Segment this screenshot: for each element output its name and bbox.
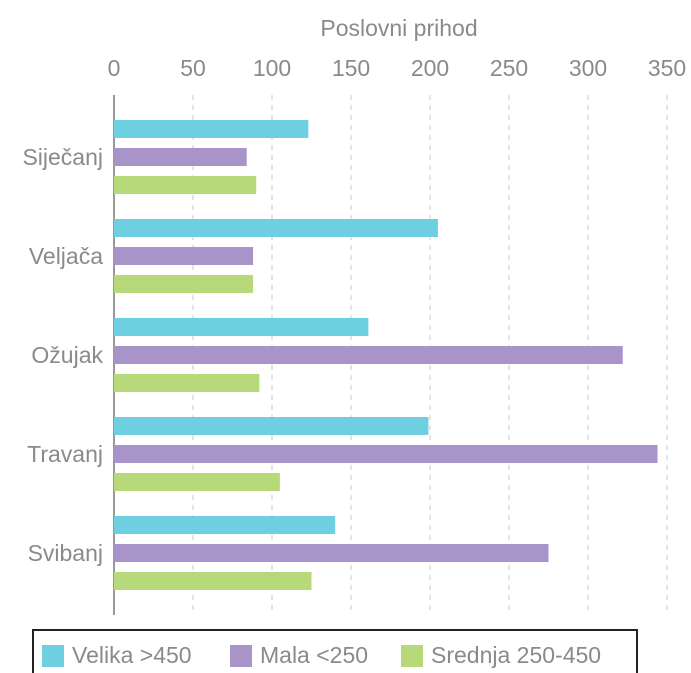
x-tick-label: 0 [108, 55, 121, 81]
x-tick-label: 350 [648, 55, 686, 81]
legend-label: Mala <250 [260, 642, 368, 668]
legend-swatch [401, 645, 423, 667]
x-tick-label: 100 [253, 55, 291, 81]
bar [114, 120, 309, 138]
bar [114, 374, 260, 392]
legend-label: Srednja 250-450 [431, 642, 601, 668]
x-tick-label: 250 [490, 55, 528, 81]
bar [114, 445, 658, 463]
bar [114, 346, 623, 364]
legend-swatch [230, 645, 252, 667]
axis-title: Poslovni prihod [320, 15, 477, 41]
x-tick-label: 300 [569, 55, 607, 81]
legend-swatch [42, 645, 64, 667]
bar [114, 544, 549, 562]
y-tick-label: Svibanj [28, 540, 103, 566]
x-tick-label: 200 [411, 55, 449, 81]
y-tick-label: Ožujak [31, 342, 103, 368]
bar [114, 148, 247, 166]
y-tick-label: Veljača [29, 243, 103, 269]
bar [114, 572, 312, 590]
bar [114, 417, 429, 435]
legend-label: Velika >450 [72, 642, 192, 668]
bar [114, 473, 280, 491]
bar [114, 516, 336, 534]
legend-box [32, 629, 638, 673]
x-tick-label: 50 [180, 55, 206, 81]
bar [114, 275, 254, 293]
bar [114, 318, 369, 336]
bar [114, 219, 438, 237]
x-tick-label: 150 [332, 55, 370, 81]
y-tick-label: Siječanj [22, 144, 103, 170]
bar [114, 247, 254, 265]
bar [114, 176, 257, 194]
y-tick-label: Travanj [27, 441, 103, 467]
